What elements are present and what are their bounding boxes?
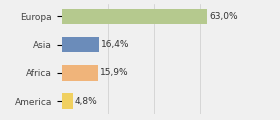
Text: 15,9%: 15,9% [100,68,129,77]
Text: 63,0%: 63,0% [209,12,238,21]
Text: 4,8%: 4,8% [74,97,97,106]
Bar [62,93,73,109]
Bar [62,37,99,52]
Text: 16,4%: 16,4% [101,40,130,49]
Bar [62,9,207,24]
Bar [62,65,98,81]
